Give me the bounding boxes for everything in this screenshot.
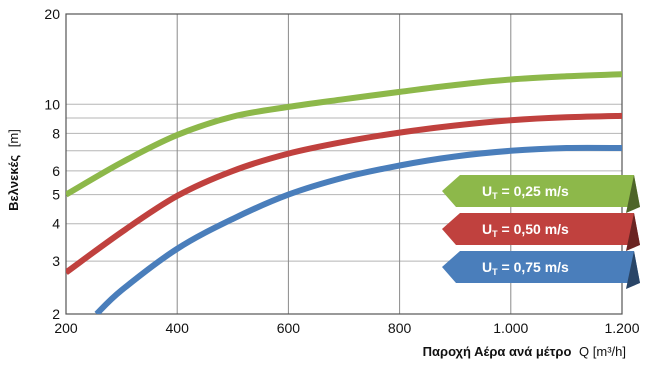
x-axis-title-unit: Q [m³/h] bbox=[579, 344, 626, 359]
y-tick-label: 5 bbox=[52, 187, 60, 203]
x-tick-label: 200 bbox=[54, 320, 78, 336]
plot-frame bbox=[65, 13, 623, 315]
legend: UT = 0,25 m/s UT = 0,50 m/s UT = 0,75 m/s bbox=[442, 175, 640, 289]
legend-label: UT = 0,25 m/s bbox=[482, 183, 569, 201]
y-tick-label: 6 bbox=[52, 163, 60, 179]
series-lines bbox=[66, 71, 622, 314]
y-axis-title-main: Βελνεκές bbox=[6, 155, 21, 211]
tick-labels: 2 3 4 5 6 8 10 20 200 400 600 800 1.000 1.200 bbox=[44, 6, 639, 336]
legend-item-2: UT = 0,50 m/s bbox=[442, 213, 640, 251]
y-tick-label: 2 bbox=[52, 306, 60, 322]
x-tick-label: 600 bbox=[277, 320, 301, 336]
x-axis-title: Παροχή Αέρα ανά μέτρο Q [m³/h] bbox=[423, 344, 626, 359]
legend-ribbon bbox=[442, 251, 640, 283]
x-axis-title-main: Παροχή Αέρα ανά μέτρο bbox=[423, 344, 572, 359]
y-tick-label: 8 bbox=[52, 125, 60, 141]
y-tick-label: 3 bbox=[52, 253, 60, 269]
legend-label: UT = 0,75 m/s bbox=[482, 259, 569, 277]
legend-ribbon-fold bbox=[626, 175, 640, 213]
x-tick-label: 400 bbox=[166, 320, 190, 336]
x-tick-label: 800 bbox=[388, 320, 412, 336]
series-line-2 bbox=[66, 112, 622, 275]
legend-label: UT = 0,50 m/s bbox=[482, 221, 569, 239]
series-line-3 bbox=[94, 144, 622, 314]
y-tick-label: 20 bbox=[44, 6, 60, 22]
legend-item-3: UT = 0,75 m/s bbox=[442, 251, 640, 289]
x-tick-label: 1.200 bbox=[604, 320, 639, 336]
legend-ribbon-fold bbox=[626, 251, 640, 289]
y-tick-label: 4 bbox=[52, 216, 60, 232]
y-tick-label: 10 bbox=[44, 96, 60, 112]
series-line-1 bbox=[66, 71, 622, 198]
legend-ribbon bbox=[442, 175, 640, 207]
y-axis-title: Βελνεκές [m] bbox=[6, 129, 21, 211]
legend-item-1: UT = 0,25 m/s bbox=[442, 175, 640, 213]
legend-ribbon-fold bbox=[626, 213, 640, 251]
legend-ribbon bbox=[442, 213, 640, 245]
x-tick-label: 1.000 bbox=[493, 320, 528, 336]
y-axis-title-unit: [m] bbox=[6, 129, 21, 147]
